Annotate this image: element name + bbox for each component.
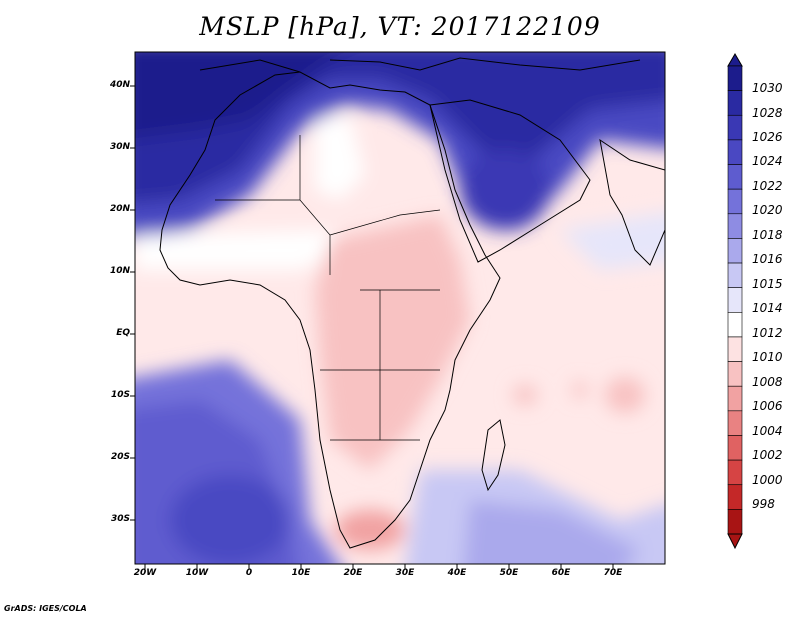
pressure-field xyxy=(135,52,665,564)
colorbar-box xyxy=(727,410,743,436)
colorbar-box xyxy=(727,361,743,387)
lat-label: 30S xyxy=(110,514,130,524)
colorbar-box xyxy=(727,385,743,412)
lat-label: 30N xyxy=(109,142,130,152)
colorbar-box xyxy=(727,164,743,190)
colorbar-label: 1002 xyxy=(752,448,783,462)
colorbar-label: 1026 xyxy=(752,130,783,144)
credit-text: GrADS: IGES/COLA xyxy=(4,604,87,613)
lon-label: 60E xyxy=(551,568,571,578)
colorbar-label: 1016 xyxy=(752,252,783,266)
colorbar-box xyxy=(727,213,743,239)
colorbar-box xyxy=(727,262,743,288)
lat-label: 20S xyxy=(110,452,130,462)
colorbar-box xyxy=(727,188,743,215)
colorbar-label: 1024 xyxy=(752,154,783,168)
lat-label: 40N xyxy=(109,80,130,90)
map-title: MSLP [hPa], VT: 2017122109 xyxy=(199,12,601,41)
lon-label: 0 xyxy=(245,568,253,578)
lon-ticks xyxy=(144,564,614,569)
colorbar-label: 1014 xyxy=(752,301,783,315)
colorbar-box xyxy=(727,509,743,535)
colorbar-box xyxy=(727,484,743,510)
colorbar-label: 1015 xyxy=(752,277,783,291)
colorbar-label: 1028 xyxy=(752,106,783,120)
colorbar-box xyxy=(727,114,743,141)
colorbar-box xyxy=(727,238,743,264)
colorbar-label: 1012 xyxy=(752,326,783,340)
lon-label: 10W xyxy=(185,568,209,578)
colorbar-label: 1018 xyxy=(752,228,783,242)
lat-label: 10S xyxy=(110,390,130,400)
lon-label: 40E xyxy=(447,568,467,578)
lat-label: 20N xyxy=(109,204,130,214)
lat-label: 10N xyxy=(109,266,130,276)
colorbar-box xyxy=(727,287,743,313)
colorbar-arrow-top xyxy=(727,53,743,67)
lon-label: 20E xyxy=(343,568,363,578)
colorbar-box xyxy=(727,65,743,91)
colorbar-box xyxy=(727,90,743,116)
colorbar-box xyxy=(727,139,743,165)
lon-label: 30E xyxy=(395,568,415,578)
colorbar-boxes xyxy=(727,53,743,550)
colorbar-label: 998 xyxy=(752,497,775,511)
lon-label: 50E xyxy=(499,568,519,578)
colorbar-label: 1030 xyxy=(752,81,783,95)
colorbar-box xyxy=(727,435,743,461)
lat-label: EQ xyxy=(116,328,130,338)
colorbar-label: 1004 xyxy=(752,424,783,438)
colorbar-label: 1000 xyxy=(752,473,783,487)
lon-label: 70E xyxy=(603,568,623,578)
lon-label: 20W xyxy=(133,568,157,578)
colorbar-label: 1010 xyxy=(752,350,783,364)
lat-ticks xyxy=(130,85,135,521)
colorbar-box xyxy=(727,336,743,362)
colorbar-box xyxy=(727,459,743,486)
colorbar-label: 1008 xyxy=(752,375,783,389)
colorbar-label: 1006 xyxy=(752,399,783,413)
colorbar-arrow-bottom xyxy=(727,533,743,550)
colorbar-label: 1020 xyxy=(752,203,783,217)
lon-label: 10E xyxy=(291,568,311,578)
colorbar-label: 1022 xyxy=(752,179,783,193)
colorbar-box xyxy=(727,312,743,338)
